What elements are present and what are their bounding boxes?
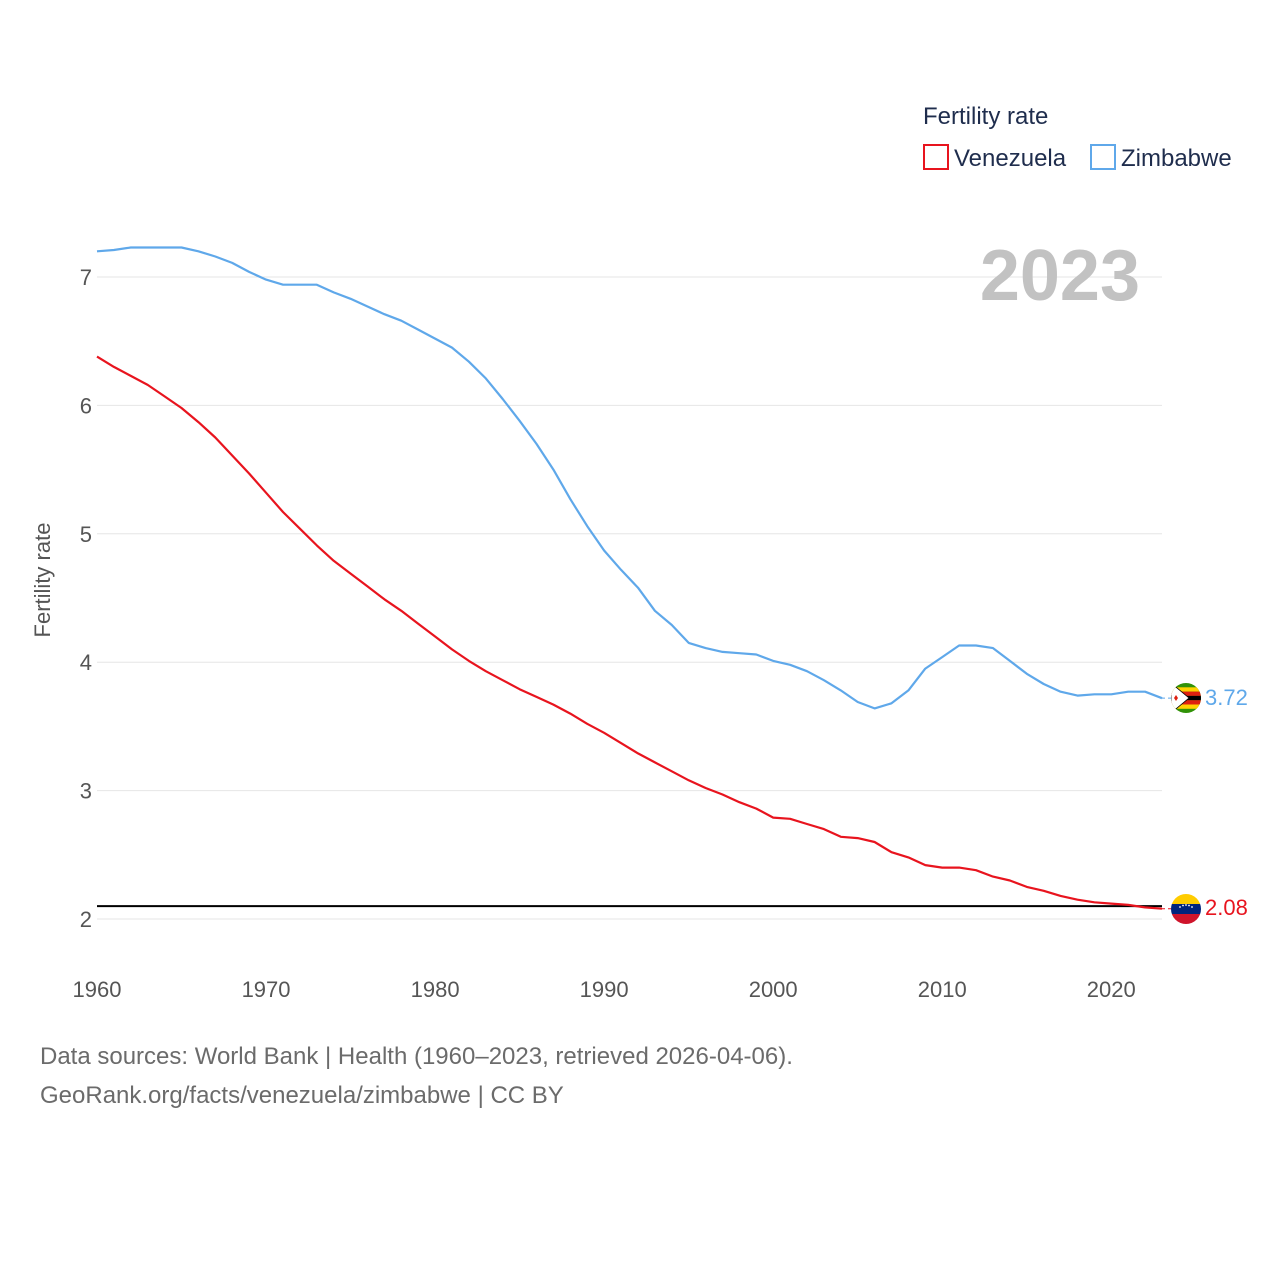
series-lines [96, 246, 1172, 910]
grid-lines [97, 276, 1162, 920]
end-label-zimbabwe: 3.72 [1205, 685, 1248, 710]
x-tick-label: 2010 [918, 977, 967, 1002]
legend-label-venezuela: Venezuela [954, 145, 1067, 172]
x-axis-ticks: 1960 1970 1980 1990 2000 2010 2020 [73, 977, 1136, 1002]
legend-label-zimbabwe: Zimbabwe [1121, 145, 1232, 172]
y-axis-title: Fertility rate [30, 523, 55, 638]
x-tick-label: 2000 [749, 977, 798, 1002]
legend-title: Fertility rate [923, 103, 1048, 130]
x-tick-label: 1980 [411, 977, 460, 1002]
legend-swatch-zimbabwe [1090, 144, 1116, 170]
y-axis-ticks: 2 3 4 5 6 7 [80, 265, 92, 932]
y-tick-label: 7 [80, 265, 92, 290]
zimbabwe-flag-icon [1171, 683, 1201, 713]
end-label-venezuela: 2.08 [1205, 895, 1248, 920]
x-tick-label: 1990 [580, 977, 629, 1002]
x-tick-label: 1960 [73, 977, 122, 1002]
legend: Fertility rate Venezuela Zimbabwe [923, 103, 1232, 172]
legend-swatch-venezuela [923, 144, 949, 170]
year-label: 2023 [980, 236, 1140, 316]
venezuela-flag-icon [1171, 894, 1201, 924]
y-tick-label: 6 [80, 393, 92, 418]
legend-item-zimbabwe[interactable]: Zimbabwe [1090, 144, 1232, 172]
attribution-line[interactable]: GeoRank.org/facts/venezuela/zimbabwe | C… [40, 1082, 564, 1109]
series-line-venezuela[interactable] [96, 355, 1163, 910]
legend-item-venezuela[interactable]: Venezuela [923, 144, 1067, 172]
y-tick-label: 2 [80, 907, 92, 932]
x-tick-label: 2020 [1087, 977, 1136, 1002]
y-tick-label: 3 [80, 779, 92, 804]
y-tick-label: 5 [80, 522, 92, 547]
source-line: Data sources: World Bank | Health (1960–… [40, 1043, 793, 1070]
y-tick-label: 4 [80, 650, 92, 675]
series-line-zimbabwe[interactable] [96, 246, 1163, 710]
x-tick-label: 1970 [242, 977, 291, 1002]
